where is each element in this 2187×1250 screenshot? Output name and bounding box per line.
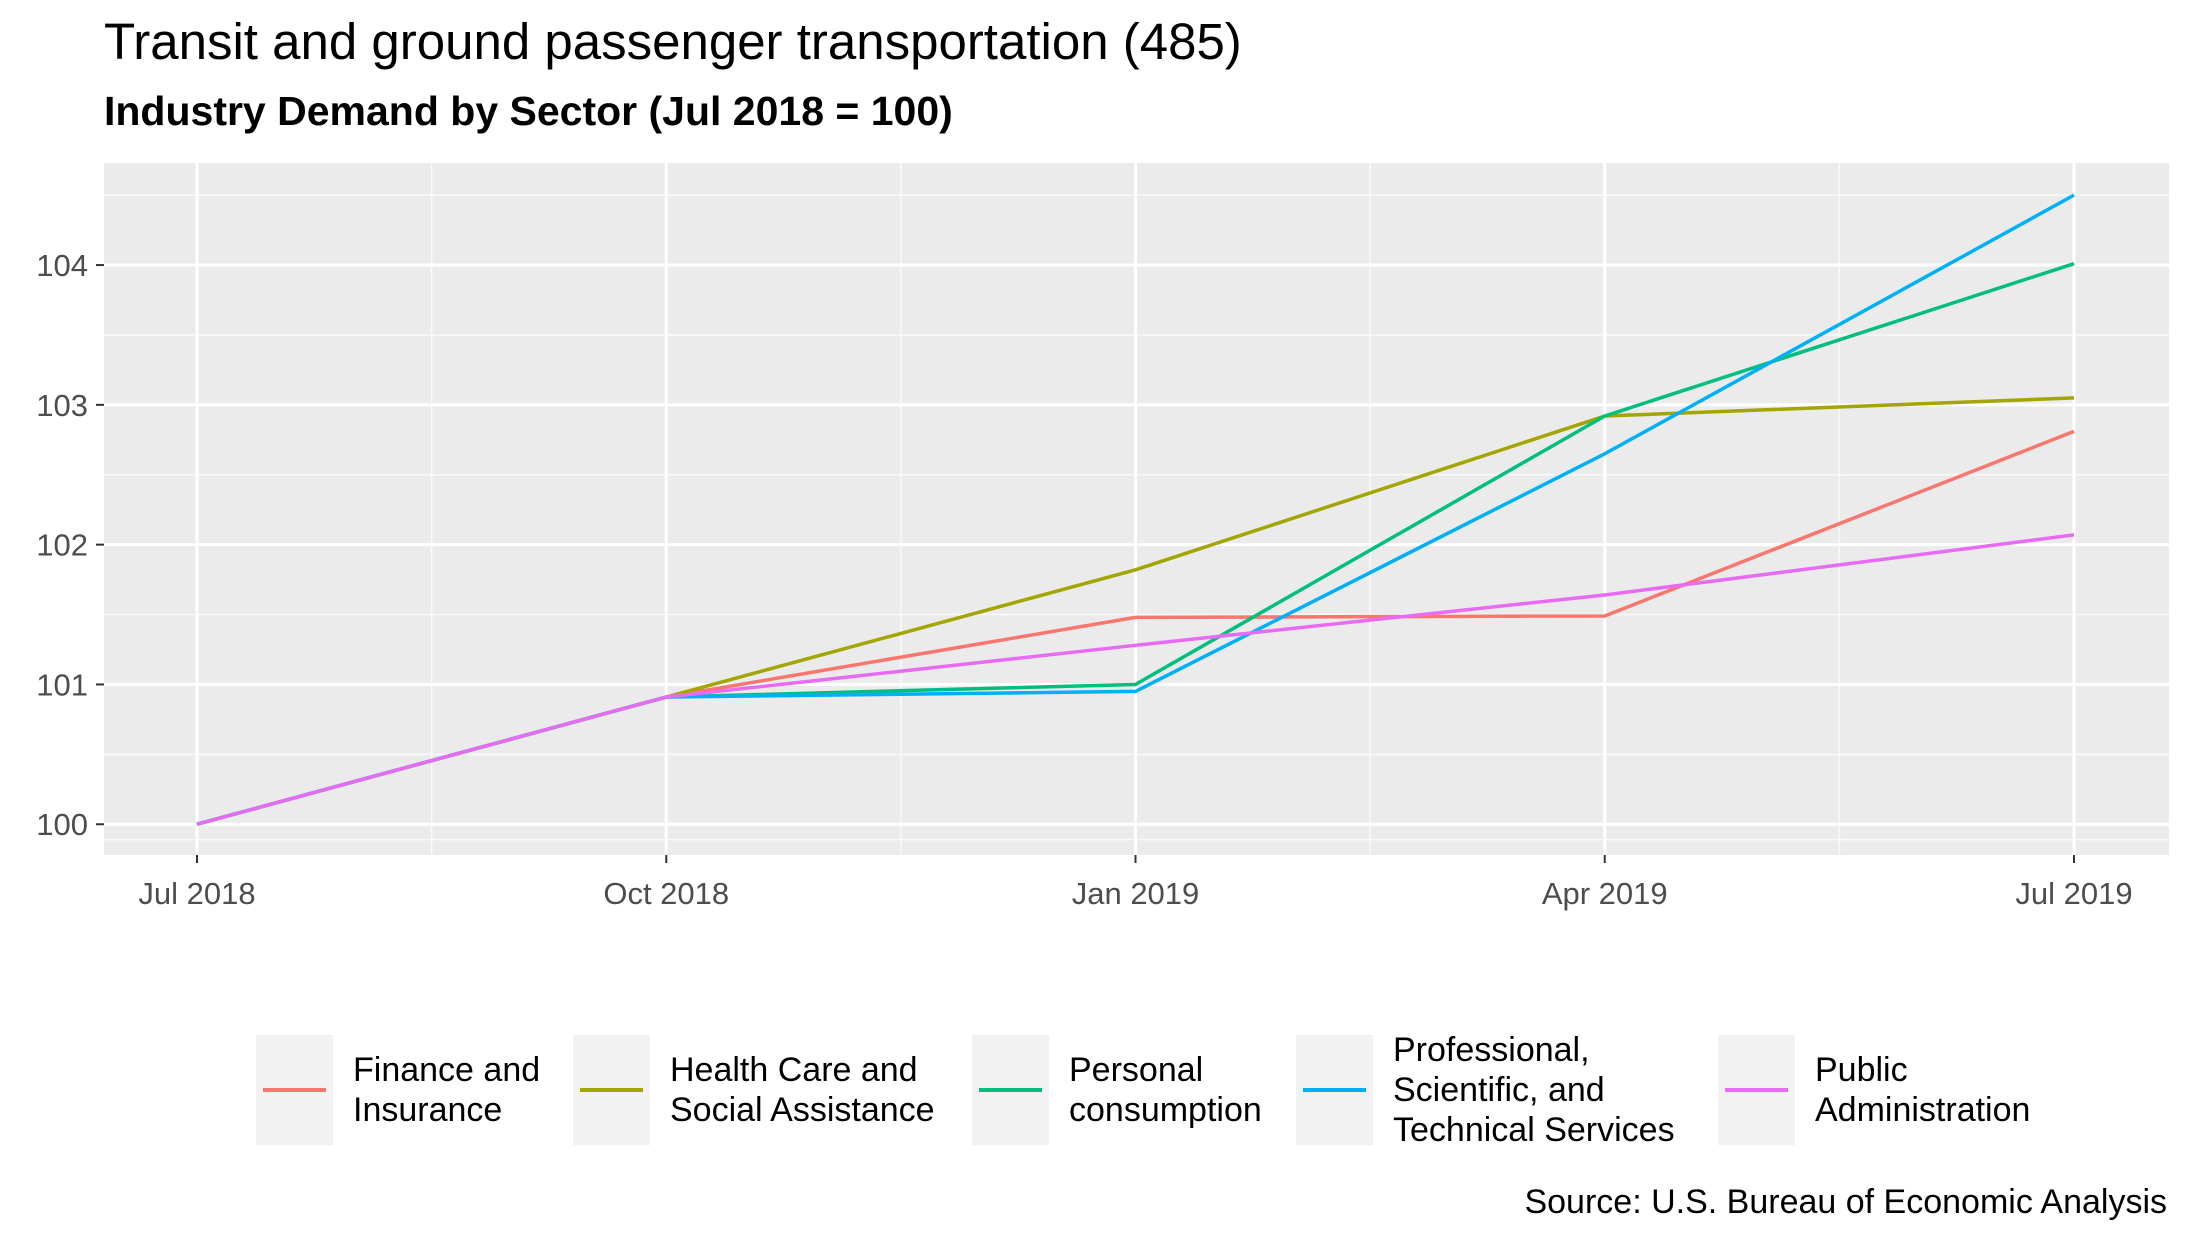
x-tick-label: Jul 2019 xyxy=(2015,876,2132,911)
y-tick-label: 102 xyxy=(36,528,88,563)
series-lines xyxy=(196,193,2075,826)
legend-item-public-administration: Public Administration xyxy=(1718,1030,2030,1150)
source-caption: Source: U.S. Bureau of Economic Analysis xyxy=(1524,1183,2167,1221)
legend: Finance and Insurance Health Care and Soc… xyxy=(0,1030,2187,1160)
x-tick-label: Apr 2019 xyxy=(1542,876,1668,911)
legend-key xyxy=(1296,1035,1373,1145)
legend-swatch xyxy=(1725,1088,1788,1092)
legend-label: Personal consumption xyxy=(1069,1051,1262,1129)
legend-item-finance-and-insurance: Finance and Insurance xyxy=(256,1030,540,1150)
legend-key xyxy=(1718,1035,1795,1145)
chart-title: Transit and ground passenger transportat… xyxy=(104,13,1242,70)
legend-label: Health Care and Social Assistance xyxy=(670,1051,935,1129)
y-tick-label: 103 xyxy=(36,388,88,423)
series-line-public-administration xyxy=(196,533,2075,826)
x-tick-label: Jul 2018 xyxy=(138,876,255,911)
major-grid xyxy=(104,163,2169,855)
legend-key xyxy=(256,1035,333,1145)
legend-key xyxy=(972,1035,1049,1145)
legend-label: Finance and Insurance xyxy=(353,1051,541,1129)
legend-key xyxy=(573,1035,650,1145)
y-tick-label: 100 xyxy=(36,807,88,842)
y-tick-label: 104 xyxy=(36,248,88,283)
legend-label: Professional, Scientific, and Technical … xyxy=(1393,1031,1675,1149)
y-tick-label: 101 xyxy=(36,667,88,702)
legend-item-health-care-and-social-assistance: Health Care and Social Assistance xyxy=(573,1030,935,1150)
legend-swatch xyxy=(580,1088,643,1092)
legend-swatch xyxy=(979,1088,1042,1092)
legend-swatch xyxy=(263,1088,326,1092)
line-chart: Jul 2018 Oct 2018 Jan 2019 Apr 2019 Jul 2019… xyxy=(36,163,2169,911)
axes: Jul 2018 Oct 2018 Jan 2019 Apr 2019 Jul 2019… xyxy=(36,248,2132,911)
legend-item-personal-consumption: Personal consumption xyxy=(972,1030,1262,1150)
x-tick-label: Oct 2018 xyxy=(603,876,729,911)
legend-swatch xyxy=(1303,1088,1366,1092)
x-tick-label: Jan 2019 xyxy=(1072,876,1200,911)
legend-item-professional-scientific-and-technical-services: Professional, Scientific, and Technical … xyxy=(1296,1030,1675,1150)
chart-subtitle: Industry Demand by Sector (Jul 2018 = 10… xyxy=(104,88,953,134)
legend-label: Public Administration xyxy=(1815,1051,2031,1129)
